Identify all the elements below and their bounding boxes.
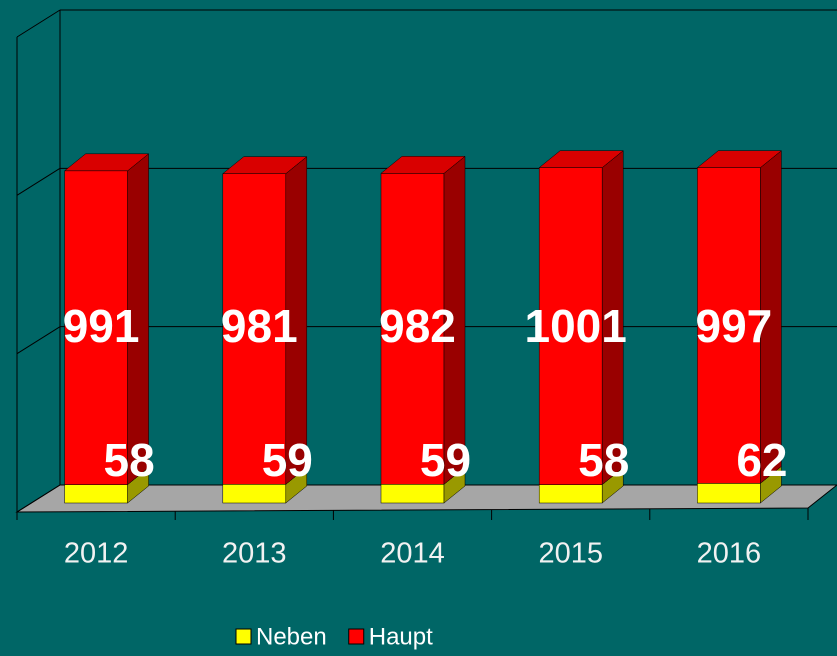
data-label: 997: [696, 300, 773, 352]
grid-line: [16, 9, 61, 38]
data-label: 62: [736, 434, 787, 486]
grid-line: [16, 484, 61, 513]
bar-top: [538, 150, 624, 168]
legend-swatch: [235, 628, 252, 645]
bar-top: [222, 156, 308, 174]
x-tick-label: 2014: [380, 538, 445, 570]
bar-top: [696, 150, 783, 168]
data-label: 981: [221, 300, 298, 352]
bar: [64, 484, 128, 504]
x-tick-label: 2013: [222, 538, 287, 570]
data-label: 982: [379, 300, 456, 352]
bar-top: [380, 156, 466, 174]
legend-swatch: [348, 628, 365, 645]
bar-top: [63, 153, 150, 172]
bar: [222, 173, 287, 485]
data-label: 59: [420, 434, 471, 486]
data-label: 58: [578, 434, 629, 486]
legend-label: Haupt: [369, 623, 433, 650]
bar: [697, 483, 761, 504]
bar: [380, 173, 445, 485]
data-label: 59: [262, 434, 313, 486]
x-tick-label: 2016: [697, 538, 762, 570]
grid-line: [16, 326, 61, 355]
bar: [697, 167, 761, 484]
data-label: 991: [63, 300, 140, 352]
bar: [538, 484, 603, 504]
bar: [222, 484, 287, 504]
data-label: 58: [104, 434, 155, 486]
data-label: 1001: [525, 300, 627, 352]
grid-line: [16, 167, 61, 196]
x-tick-label: 2012: [64, 538, 129, 570]
bar: [380, 484, 445, 504]
legend-label: Neben: [256, 623, 327, 650]
bar: [538, 167, 603, 485]
x-tick-label: 2015: [538, 538, 603, 570]
